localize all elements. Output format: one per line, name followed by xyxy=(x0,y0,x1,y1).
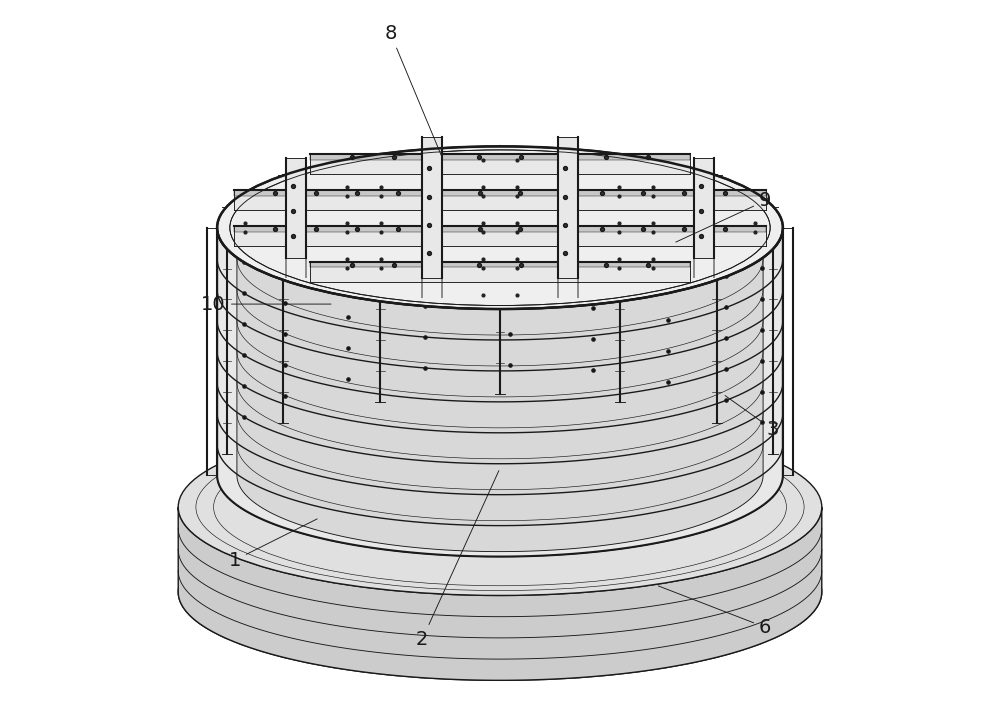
Text: 2: 2 xyxy=(416,471,499,649)
Text: 6: 6 xyxy=(658,586,771,637)
Ellipse shape xyxy=(217,394,783,557)
Polygon shape xyxy=(310,154,690,174)
Polygon shape xyxy=(217,228,783,557)
Text: 10: 10 xyxy=(201,295,331,314)
Polygon shape xyxy=(310,262,690,268)
Polygon shape xyxy=(286,158,306,258)
Polygon shape xyxy=(422,138,442,278)
Text: 3: 3 xyxy=(725,395,778,439)
Polygon shape xyxy=(694,158,714,258)
Polygon shape xyxy=(310,262,690,282)
Polygon shape xyxy=(234,190,766,195)
Text: 8: 8 xyxy=(384,23,442,158)
Ellipse shape xyxy=(178,503,822,680)
Polygon shape xyxy=(234,226,766,246)
Polygon shape xyxy=(234,226,766,231)
Polygon shape xyxy=(237,228,763,552)
Text: 1: 1 xyxy=(229,519,317,569)
Polygon shape xyxy=(234,190,766,209)
Text: 9: 9 xyxy=(676,191,771,242)
Polygon shape xyxy=(558,138,578,278)
Ellipse shape xyxy=(178,419,822,596)
Ellipse shape xyxy=(217,146,783,309)
Polygon shape xyxy=(310,154,690,160)
Polygon shape xyxy=(178,507,822,680)
